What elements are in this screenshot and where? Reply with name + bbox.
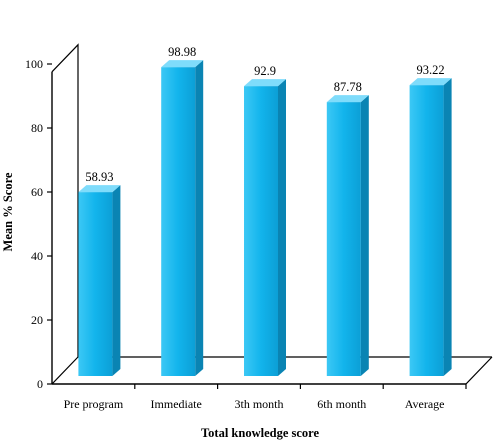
x-axis-title: Total knowledge score (201, 426, 320, 440)
bar-top (78, 185, 121, 193)
data-label: 93.22 (417, 63, 445, 77)
x-tick-label: 6th month (317, 397, 366, 411)
bars: 58.93 98.98 92.9 87.78 93.22 (78, 45, 452, 377)
bar (161, 60, 204, 376)
bar (78, 185, 121, 376)
y-axis-title: Mean % Score (1, 172, 15, 251)
bar-front (78, 192, 113, 376)
floor-edges (51, 356, 493, 385)
bar-front (326, 102, 361, 376)
y-tick-label: 20 (31, 313, 43, 327)
data-label: 58.93 (85, 170, 113, 184)
x-axis: Pre program Immediate 3th month 6th month Av… (52, 383, 467, 411)
y-tick-label: 40 (31, 249, 43, 263)
bar-front (409, 85, 444, 377)
data-label: 98.98 (168, 45, 196, 59)
bar-front (161, 67, 196, 376)
data-label: 87.78 (334, 80, 362, 94)
bar (244, 79, 286, 376)
bar-top (161, 60, 204, 68)
bar-side (278, 79, 286, 376)
y-axis: 0 20 40 60 80 100 (25, 57, 53, 391)
x-tick-label: 3th month (234, 397, 283, 411)
bar-front (244, 86, 278, 376)
y-tick-label: 60 (31, 185, 43, 199)
bar-top (326, 95, 369, 103)
bar-top (409, 78, 452, 86)
bar-top (244, 79, 286, 87)
x-tick-label: Pre program (64, 397, 124, 411)
bar (409, 78, 452, 377)
y-tick-label: 0 (37, 377, 43, 391)
bar (326, 95, 369, 376)
y-tick-label: 100 (25, 57, 43, 71)
data-label: 92.9 (254, 64, 276, 78)
bar-side (195, 60, 204, 376)
x-tick-label: Average (405, 397, 445, 411)
x-tick-label: Immediate (151, 397, 202, 411)
y-tick-label: 80 (31, 121, 43, 135)
bar-side (360, 95, 369, 376)
bar-side (112, 185, 121, 376)
bar-side (443, 78, 452, 377)
